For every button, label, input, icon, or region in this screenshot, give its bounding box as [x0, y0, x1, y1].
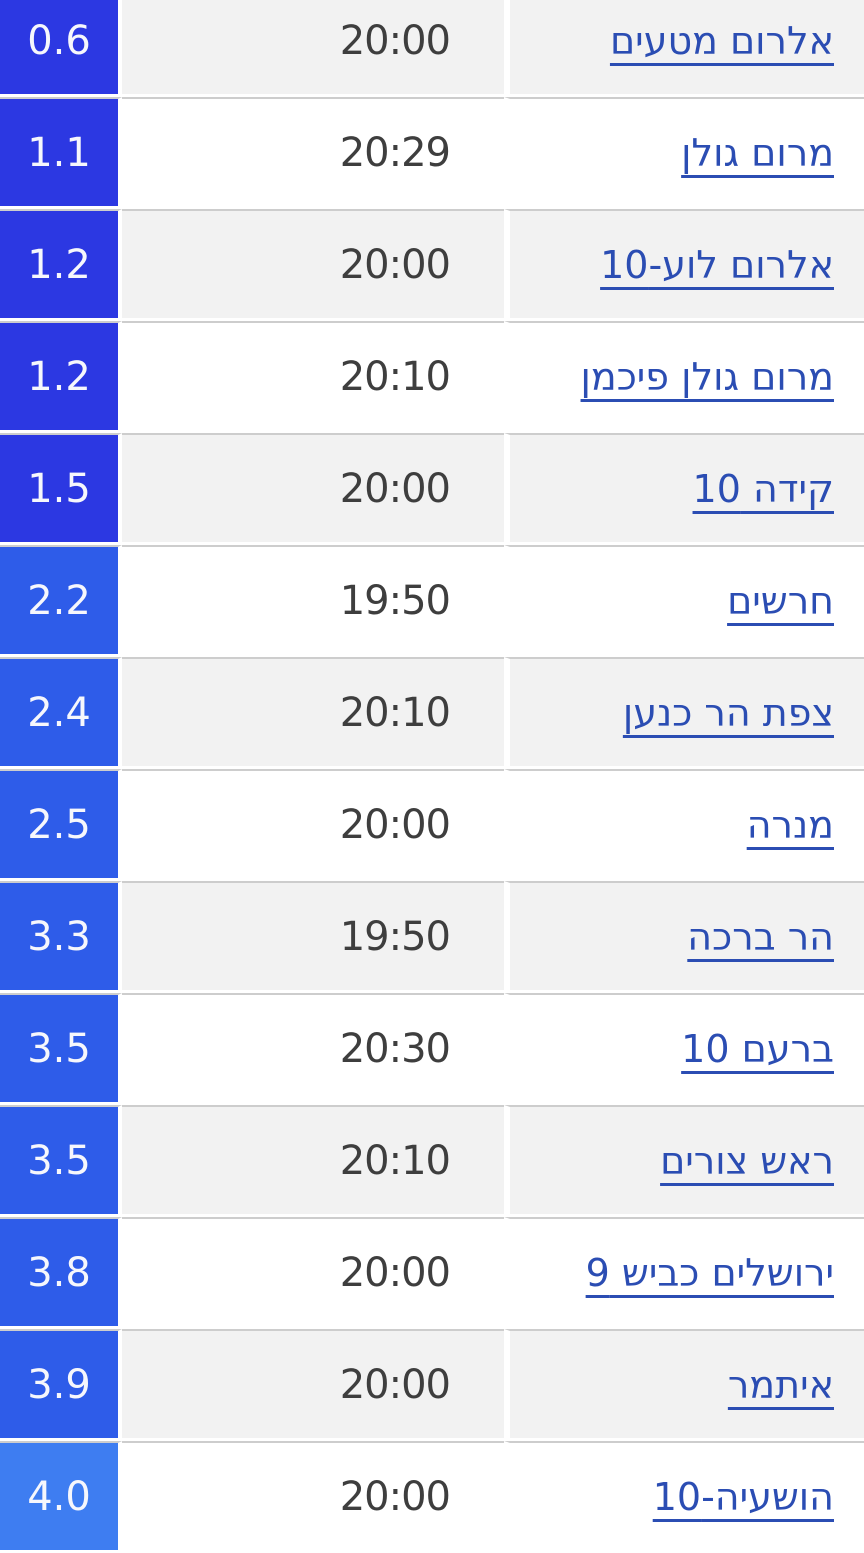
table-row: צפת הר כנען 20:10 2.4 [0, 657, 864, 769]
station-link[interactable]: מנרה [746, 802, 834, 847]
station-link[interactable]: קידה 10 [692, 466, 834, 511]
amount-cell: 0.6 [0, 0, 122, 97]
time-cell: 19:50 [122, 881, 504, 993]
station-link[interactable]: מרום גולן פיכמן [580, 354, 834, 399]
table-row: ראש צורים 20:10 3.5 [0, 1105, 864, 1217]
table-row: אלרום מטעים 20:00 0.6 [0, 0, 864, 97]
table-row: ירושלים כביש 9 20:00 3.8 [0, 1217, 864, 1329]
station-cell: חרשים [504, 545, 864, 657]
table-row: ברעם 10 20:30 3.5 [0, 993, 864, 1105]
amount-cell: 4.0 [0, 1441, 122, 1553]
station-link[interactable]: ראש צורים [660, 1138, 834, 1183]
station-link[interactable]: ירושלים כביש 9 [585, 1250, 834, 1295]
station-cell: צפת הר כנען [504, 657, 864, 769]
amount-cell: 2.4 [0, 657, 122, 769]
amount-cell: 1.5 [0, 433, 122, 545]
station-cell: אלרום מטעים [504, 0, 864, 97]
station-cell: אלרום לוע-10 [504, 209, 864, 321]
station-link[interactable]: אלרום לוע-10 [600, 242, 834, 287]
amount-cell: 2.2 [0, 545, 122, 657]
time-cell: 20:10 [122, 321, 504, 433]
station-cell: קידה 10 [504, 433, 864, 545]
time-cell: 20:00 [122, 1441, 504, 1553]
station-link[interactable]: ברעם 10 [681, 1026, 834, 1071]
amount-cell: 3.9 [0, 1329, 122, 1441]
time-cell: 20:00 [122, 0, 504, 97]
time-cell: 20:00 [122, 769, 504, 881]
amount-cell: 3.8 [0, 1217, 122, 1329]
amount-cell: 1.1 [0, 97, 122, 209]
station-link[interactable]: חרשים [727, 578, 834, 623]
time-cell: 20:30 [122, 993, 504, 1105]
station-cell: ירושלים כביש 9 [504, 1217, 864, 1329]
station-cell: איתמר [504, 1329, 864, 1441]
time-cell: 20:00 [122, 209, 504, 321]
time-cell: 20:00 [122, 433, 504, 545]
station-cell: הר ברכה [504, 881, 864, 993]
table-row: חרשים 19:50 2.2 [0, 545, 864, 657]
table-row: מרום גולן פיכמן 20:10 1.2 [0, 321, 864, 433]
amount-cell: 1.2 [0, 209, 122, 321]
amount-cell: 3.3 [0, 881, 122, 993]
table-row: הר ברכה 19:50 3.3 [0, 881, 864, 993]
amount-cell: 1.2 [0, 321, 122, 433]
time-cell: 20:10 [122, 1105, 504, 1217]
table-row: מרום גולן 20:29 1.1 [0, 97, 864, 209]
time-cell: 19:50 [122, 545, 504, 657]
table-row: איתמר 20:00 3.9 [0, 1329, 864, 1441]
station-link[interactable]: הר ברכה [687, 914, 834, 959]
amount-cell: 3.5 [0, 1105, 122, 1217]
time-cell: 20:00 [122, 1329, 504, 1441]
station-link[interactable]: איתמר [727, 1362, 834, 1407]
station-cell: מרום גולן [504, 97, 864, 209]
table-row: מנרה 20:00 2.5 [0, 769, 864, 881]
station-cell: ברעם 10 [504, 993, 864, 1105]
station-cell: מרום גולן פיכמן [504, 321, 864, 433]
amount-cell: 3.5 [0, 993, 122, 1105]
station-cell: ראש צורים [504, 1105, 864, 1217]
table-row: הושעיה-10 20:00 4.0 [0, 1441, 864, 1553]
station-link[interactable]: מרום גולן [681, 130, 834, 175]
time-cell: 20:29 [122, 97, 504, 209]
station-link[interactable]: הושעיה-10 [652, 1474, 834, 1519]
time-cell: 20:10 [122, 657, 504, 769]
time-cell: 20:00 [122, 1217, 504, 1329]
table-row: אלרום לוע-10 20:00 1.2 [0, 209, 864, 321]
station-cell: הושעיה-10 [504, 1441, 864, 1553]
amount-cell: 2.5 [0, 769, 122, 881]
station-link[interactable]: אלרום מטעים [609, 18, 834, 63]
station-cell: מנרה [504, 769, 864, 881]
station-link[interactable]: צפת הר כנען [622, 690, 834, 735]
table-row: קידה 10 20:00 1.5 [0, 433, 864, 545]
